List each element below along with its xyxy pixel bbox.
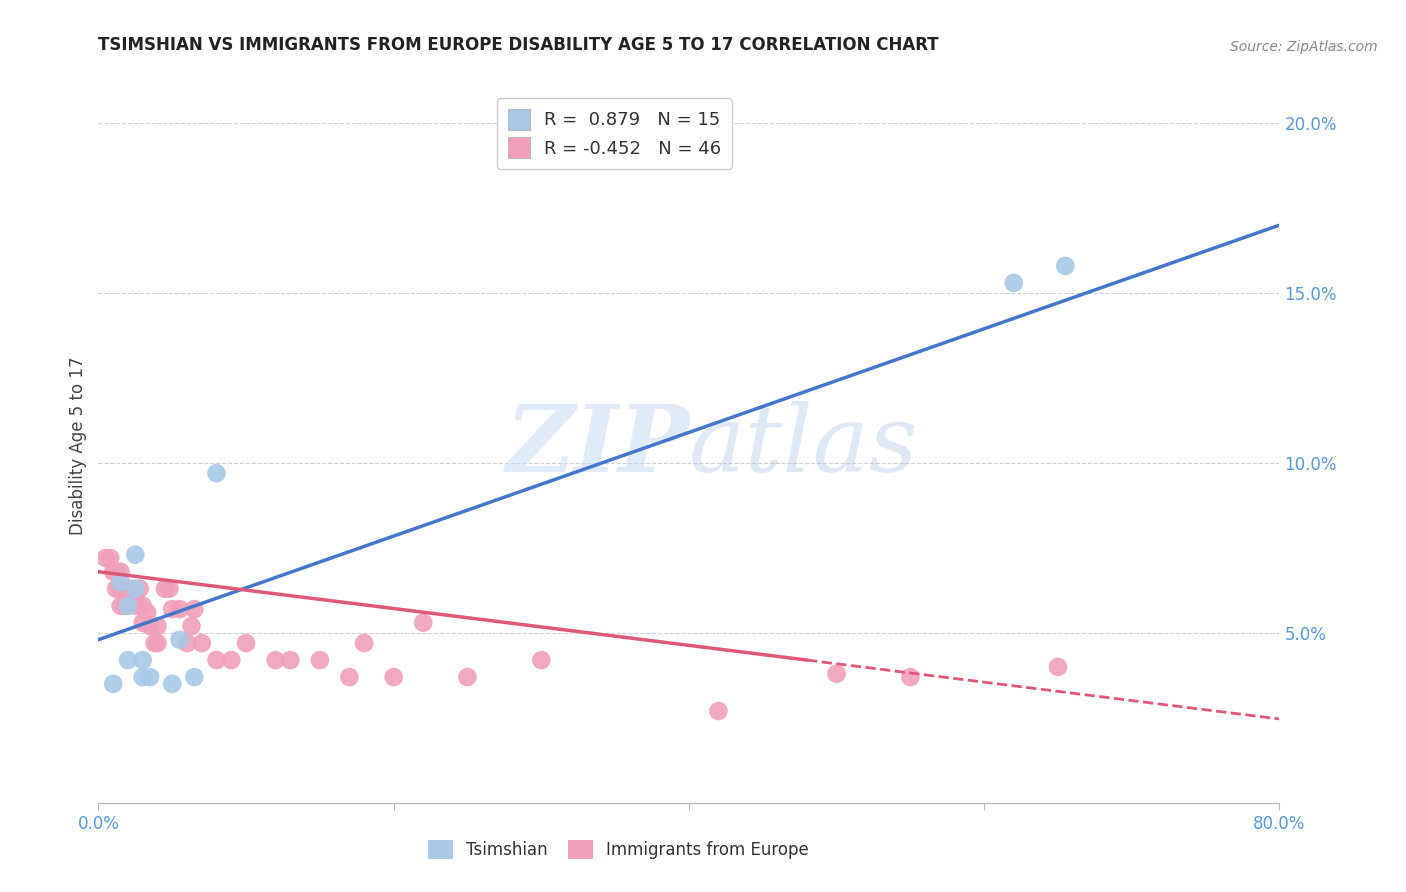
Point [309,653,332,667]
Point [205,466,228,480]
Point [114,599,136,613]
Point [707,704,730,718]
Point [162,602,183,616]
Point [530,653,553,667]
Point [169,632,191,647]
Point [176,636,198,650]
Point [124,591,146,606]
Point [191,636,214,650]
Point [1046,660,1069,674]
Point [117,599,139,613]
Point [103,677,125,691]
Point [105,582,128,596]
Point [456,670,478,684]
Point [117,599,139,613]
Point [94,551,117,566]
Point [412,615,434,630]
Point [132,653,155,667]
Point [205,653,228,667]
Text: TSIMSHIAN VS IMMIGRANTS FROM EUROPE DISABILITY AGE 5 TO 17 CORRELATION CHART: TSIMSHIAN VS IMMIGRANTS FROM EUROPE DISA… [98,36,939,54]
Point [1002,276,1025,290]
Point [146,619,169,633]
Point [146,636,169,650]
Point [825,666,848,681]
Point [139,670,162,684]
Point [235,636,257,650]
Point [219,653,242,667]
Point [264,653,287,667]
Point [157,582,180,596]
Point [110,565,132,579]
Point [110,582,132,596]
Point [139,619,162,633]
Point [169,602,191,616]
Point [1054,259,1077,273]
Point [136,606,159,620]
Point [110,574,132,589]
Point [132,599,155,613]
Point [132,615,155,630]
Point [143,636,166,650]
Point [339,670,360,684]
Point [183,602,205,616]
Point [98,551,121,566]
Point [124,582,146,596]
Point [117,591,139,606]
Point [353,636,375,650]
Point [110,599,132,613]
Point [120,582,142,596]
Point [162,677,183,691]
Text: atlas: atlas [689,401,918,491]
Point [183,670,205,684]
Point [105,565,128,579]
Point [128,582,150,596]
Point [124,599,146,613]
Point [132,670,155,684]
Y-axis label: Disability Age 5 to 17: Disability Age 5 to 17 [69,357,87,535]
Point [900,670,922,684]
Point [103,565,125,579]
Point [153,582,176,596]
Legend: Tsimshian, Immigrants from Europe: Tsimshian, Immigrants from Europe [420,833,815,866]
Point [124,548,146,562]
Point [382,670,405,684]
Point [278,653,302,667]
Text: ZIP: ZIP [505,401,689,491]
Point [117,653,139,667]
Point [180,619,202,633]
Text: Source: ZipAtlas.com: Source: ZipAtlas.com [1230,39,1378,54]
